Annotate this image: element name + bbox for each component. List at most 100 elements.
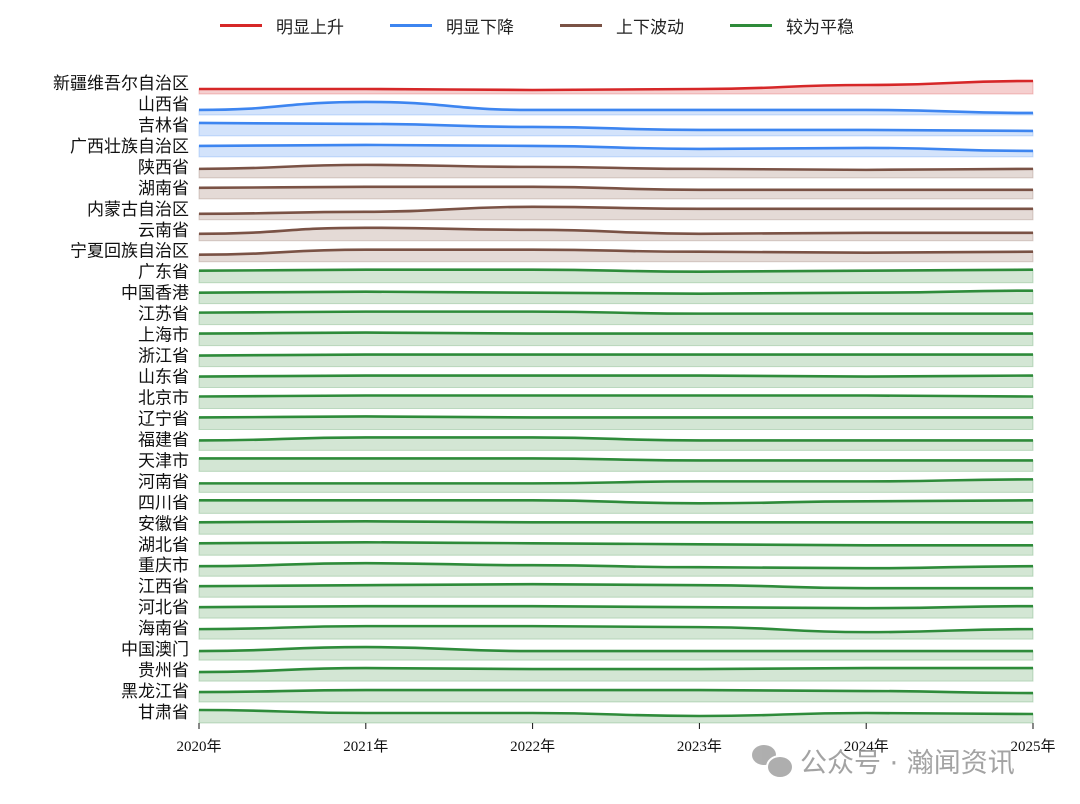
row-label: 江西省 bbox=[138, 577, 189, 597]
ridge-line bbox=[198, 310, 1033, 315]
ridge-line bbox=[199, 457, 1033, 462]
watermark: 公众号 · 瀚闻资讯 bbox=[752, 740, 1015, 780]
ridge-row bbox=[198, 143, 1034, 158]
ridge-row bbox=[198, 561, 1034, 577]
legend-item-fall: 明显下降 bbox=[390, 12, 514, 38]
x-tick-label: 2025年 bbox=[1010, 738, 1055, 755]
row-label: 重庆市 bbox=[138, 556, 189, 576]
ridge-row bbox=[198, 519, 1034, 535]
x-axis: 2020年 2021年 2022年 2023年 2024年 2025年 bbox=[176, 723, 1056, 755]
row-label: 天津市 bbox=[138, 451, 189, 471]
ridge-area bbox=[198, 354, 1034, 368]
ridge-row bbox=[198, 185, 1034, 200]
row-label: 山西省 bbox=[138, 95, 189, 115]
ridge-area bbox=[198, 394, 1034, 409]
ridge-line bbox=[198, 374, 1034, 378]
plot-area bbox=[198, 79, 1034, 724]
row-label: 新疆维吾尔自治区 bbox=[53, 74, 189, 94]
row-label: 江苏省 bbox=[138, 305, 189, 325]
ridge-line bbox=[198, 121, 1034, 133]
ridge-row bbox=[198, 666, 1034, 682]
ridge-line bbox=[198, 561, 1034, 570]
ridge-line bbox=[198, 624, 1034, 634]
legend-label: 明显下降 bbox=[446, 17, 514, 38]
ridge-line bbox=[198, 436, 1033, 442]
row-label: 北京市 bbox=[138, 389, 189, 409]
row-label: 宁夏回族自治区 bbox=[70, 242, 189, 262]
ridge-row bbox=[198, 645, 1034, 661]
ridge-line bbox=[198, 540, 1033, 547]
row-label: 广西壮族自治区 bbox=[70, 137, 189, 157]
row-label: 海南省 bbox=[138, 619, 189, 639]
ridge-line bbox=[198, 582, 1033, 590]
ridge-row bbox=[198, 436, 1034, 451]
legend-item-fluct: 上下波动 bbox=[560, 12, 684, 38]
ridge-line bbox=[198, 100, 1034, 115]
ridge-line bbox=[198, 248, 1034, 257]
row-label: 贵州省 bbox=[138, 661, 189, 681]
legend-label: 上下波动 bbox=[616, 17, 684, 38]
ridge-line bbox=[199, 478, 1034, 485]
watermark-text: 公众号 · 瀚闻资讯 bbox=[800, 747, 1015, 779]
legend-swatch bbox=[560, 23, 602, 27]
ridge-row bbox=[198, 415, 1034, 430]
ridge-row bbox=[198, 331, 1034, 347]
row-label: 中国澳门 bbox=[121, 640, 189, 660]
ridge-row bbox=[198, 248, 1034, 263]
ridge-line bbox=[198, 331, 1033, 335]
row-label: 河南省 bbox=[138, 472, 189, 492]
ridge-line bbox=[198, 666, 1033, 674]
row-label: 四川省 bbox=[138, 493, 189, 513]
ridge-row bbox=[198, 374, 1034, 389]
ridge-row bbox=[198, 688, 1034, 703]
ridge-row bbox=[198, 268, 1034, 284]
ridge-row bbox=[198, 310, 1034, 326]
ridge-line bbox=[198, 415, 1033, 419]
legend-swatch bbox=[390, 23, 432, 27]
ridge-area bbox=[198, 80, 1034, 95]
ridge-row bbox=[198, 79, 1034, 95]
ridge-line bbox=[198, 289, 1034, 295]
ridge-row bbox=[198, 582, 1034, 598]
row-label: 甘肃省 bbox=[138, 703, 189, 723]
y-axis-labels: 新疆维吾尔自治区山西省吉林省广西壮族自治区陕西省湖南省内蒙古自治区云南省宁夏回族… bbox=[53, 74, 189, 723]
row-label: 安徽省 bbox=[138, 514, 189, 534]
ridge-area bbox=[198, 646, 1034, 661]
ridge-line bbox=[198, 645, 1033, 653]
legend-label: 较为平稳 bbox=[786, 17, 854, 38]
row-label: 黑龙江省 bbox=[121, 682, 189, 702]
x-tick-label: 2020年 bbox=[176, 738, 221, 755]
ridge-line bbox=[198, 394, 1034, 398]
row-label: 河北省 bbox=[138, 598, 189, 618]
ridge-row bbox=[198, 457, 1034, 472]
ridge-line bbox=[198, 205, 1033, 216]
wechat-icon bbox=[752, 743, 794, 779]
legend-swatch bbox=[220, 23, 262, 27]
ridge-row bbox=[198, 604, 1034, 619]
ridge-row bbox=[198, 499, 1034, 514]
legend-item-rise: 明显上升 bbox=[220, 12, 344, 38]
row-label: 中国香港 bbox=[121, 284, 189, 304]
row-label: 湖南省 bbox=[138, 179, 189, 199]
row-label: 陕西省 bbox=[138, 158, 189, 178]
legend-swatch bbox=[730, 23, 772, 27]
ridge-line bbox=[198, 604, 1034, 610]
ridge-line bbox=[198, 519, 1033, 524]
ridge-line bbox=[198, 353, 1033, 357]
ridge-row bbox=[198, 708, 1034, 724]
x-tick-label: 2021年 bbox=[343, 738, 388, 755]
row-label: 福建省 bbox=[138, 430, 189, 450]
row-label: 上海市 bbox=[138, 326, 189, 346]
x-tick-label: 2023年 bbox=[677, 738, 722, 755]
ridge-line bbox=[198, 143, 1034, 153]
row-label: 辽宁省 bbox=[138, 409, 189, 429]
ridge-row bbox=[198, 289, 1034, 305]
ridge-line bbox=[198, 708, 1034, 718]
ridge-line bbox=[198, 268, 1034, 274]
ridge-row bbox=[198, 353, 1034, 368]
ridge-row bbox=[198, 478, 1034, 493]
ridge-line bbox=[199, 79, 1034, 92]
ridge-line bbox=[198, 163, 1034, 172]
chart-legend: 明显上升 明显下降 上下波动 较为平稳 bbox=[0, 12, 1080, 38]
